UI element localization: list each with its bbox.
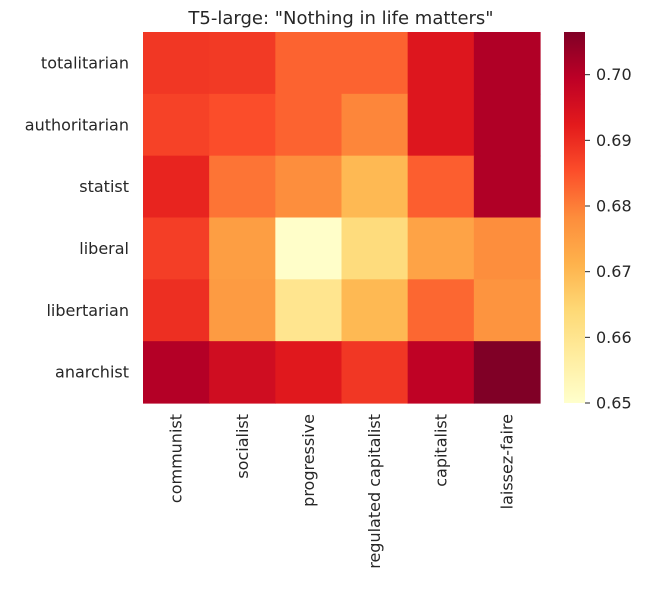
heatmap-cell: [209, 155, 276, 219]
colorbar-tick-label: 0.65: [596, 394, 632, 413]
heatmap-cell: [209, 93, 276, 157]
heatmap-cell: [407, 279, 475, 342]
y-tick-label: statist: [79, 177, 129, 196]
heatmap-cell: [275, 341, 343, 404]
colorbar-tick-label: 0.68: [596, 197, 632, 216]
colorbar-ticks: 0.65 0.66 0.67 0.68 0.69 0.70: [585, 65, 632, 413]
heatmap-cell: [341, 341, 409, 404]
heatmap-cell: [341, 155, 409, 219]
x-axis-labels: communist socialist progressive regulated c…: [167, 414, 517, 569]
heatmap-cell: [407, 217, 475, 280]
heatmap-cells: [143, 32, 541, 404]
x-tick-label: laissez-faire: [497, 414, 516, 509]
colorbar-tick-label: 0.67: [596, 262, 632, 281]
heatmap-cell: [341, 32, 409, 95]
heatmap-cell: [143, 341, 210, 404]
y-tick-label: totalitarian: [41, 53, 129, 72]
heatmap-cell: [275, 279, 343, 342]
heatmap-cell: [275, 155, 343, 219]
y-tick-label: libertarian: [46, 301, 129, 320]
x-tick-label: socialist: [233, 414, 252, 479]
heatmap-cell: [473, 279, 541, 342]
colorbar-tick-label: 0.70: [596, 65, 632, 84]
heatmap-cell: [407, 32, 475, 95]
heatmap-cell: [407, 341, 475, 404]
heatmap-cell: [209, 32, 276, 95]
y-tick-label: liberal: [79, 239, 129, 258]
heatmap-cell: [473, 155, 541, 219]
heatmap-cell: [275, 32, 343, 95]
y-axis-labels: totalitarian authoritarian statist liberal l…: [25, 53, 129, 381]
x-tick-label: regulated capitalist: [365, 414, 384, 569]
heatmap-cell: [209, 217, 276, 280]
heatmap-cell: [275, 217, 343, 280]
colorbar: [564, 32, 585, 403]
heatmap-cell: [209, 279, 276, 342]
heatmap-cell: [341, 217, 409, 280]
y-tick-label: authoritarian: [25, 115, 129, 134]
heatmap-cell: [341, 279, 409, 342]
heatmap-cell: [275, 93, 343, 157]
heatmap-cell: [473, 217, 541, 280]
heatmap-cell: [473, 32, 541, 95]
heatmap-cell: [143, 32, 210, 95]
heatmap-cell: [407, 155, 475, 219]
heatmap-cell: [143, 217, 210, 280]
heatmap-cell: [143, 155, 210, 219]
chart-title: T5-large: "Nothing in life matters": [187, 8, 493, 29]
colorbar-tick-label: 0.69: [596, 131, 632, 150]
heatmap-cell: [473, 93, 541, 157]
y-tick-label: anarchist: [55, 363, 129, 382]
x-tick-label: capitalist: [431, 414, 450, 487]
heatmap-cell: [407, 93, 475, 157]
heatmap-cell: [143, 279, 210, 342]
heatmap-cell: [341, 93, 409, 157]
heatmap-cell: [209, 341, 276, 404]
colorbar-tick-label: 0.66: [596, 328, 632, 347]
x-tick-label: communist: [167, 414, 186, 503]
heatmap-cell: [473, 341, 541, 404]
heatmap-cell: [143, 93, 210, 157]
x-tick-label: progressive: [299, 414, 318, 507]
